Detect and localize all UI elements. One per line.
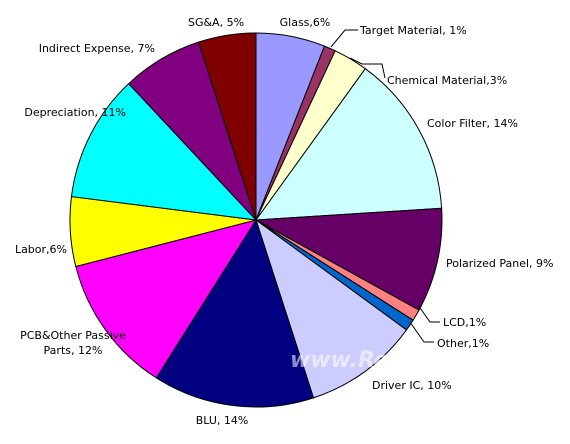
slice-label: Indirect Expense, 7% xyxy=(38,42,155,55)
slice-label: Labor,6% xyxy=(14,243,67,256)
slice-label: Polarized Panel, 9% xyxy=(446,257,554,270)
pie-slice xyxy=(75,219,258,379)
pie-slice xyxy=(254,68,443,221)
pie-slice xyxy=(254,207,443,311)
slice-label: BLU, 14% xyxy=(195,414,249,427)
slice-label: Target Material, 1% xyxy=(360,24,467,37)
slice-label: Other,1% xyxy=(437,337,490,350)
leader-line xyxy=(330,29,358,48)
slice-label: Depreciation, 11% xyxy=(24,106,126,119)
slice-label: PCB&Other Passive Parts, 12% xyxy=(20,329,126,357)
slice-label: Glass,6% xyxy=(279,16,331,29)
pie-slice xyxy=(155,218,315,408)
pie-slice xyxy=(70,82,258,221)
slice-label: Driver IC, 10% xyxy=(372,379,452,392)
pie-slice xyxy=(255,218,408,399)
pie-slice xyxy=(197,32,257,221)
leader-line xyxy=(349,57,386,79)
slice-label: LCD,1% xyxy=(443,316,487,329)
slice-label: Chemical Material,3% xyxy=(387,74,508,87)
leader-line xyxy=(417,304,440,323)
slice-label: Color Filter, 14% xyxy=(427,117,518,130)
watermark: www.ResearchInChina.com xyxy=(290,348,570,373)
leader-lines xyxy=(330,29,440,343)
slice-label: SG&A, 5% xyxy=(187,16,245,29)
leader-line xyxy=(409,321,434,343)
